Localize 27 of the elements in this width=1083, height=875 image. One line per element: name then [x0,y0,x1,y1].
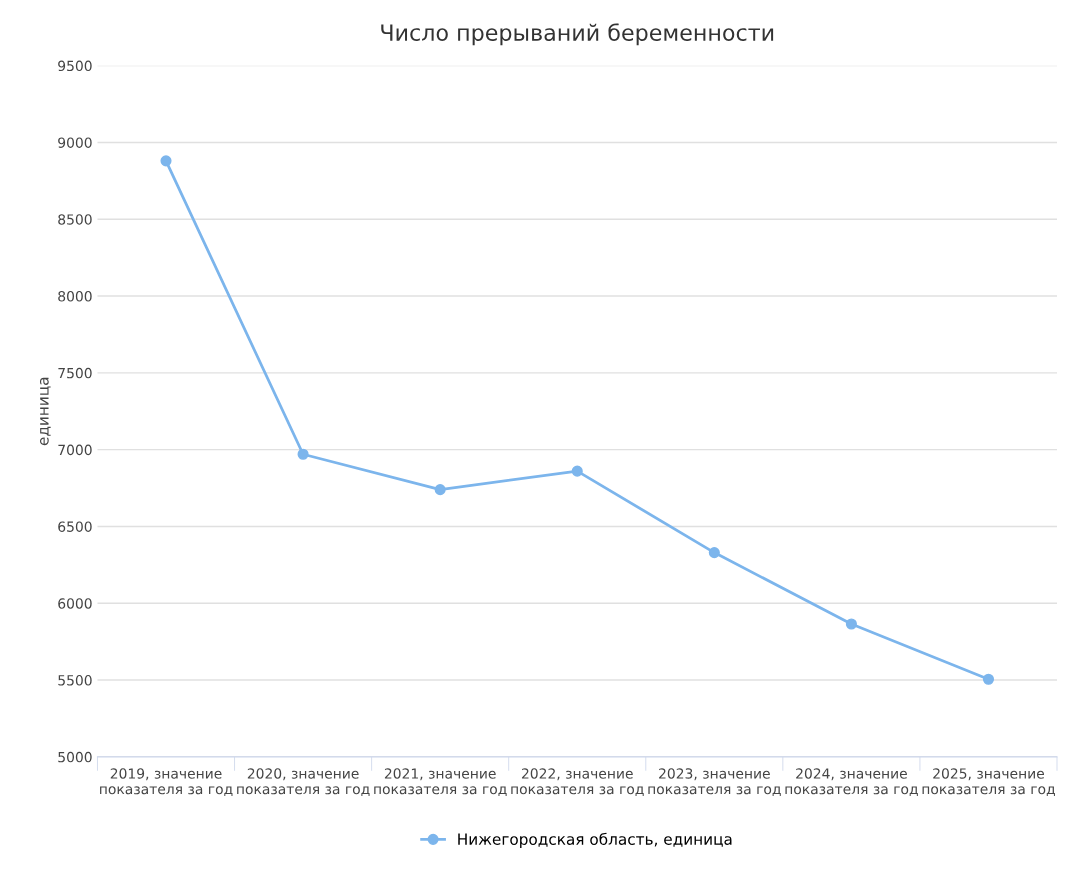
point [708,547,720,559]
point [434,484,446,496]
y-tick-label: 5000 [58,751,92,763]
x-tick-label: 2024, значение показателя за год [785,768,918,797]
y-tick-label: 8000 [58,291,92,302]
y-tick-label: 5500 [58,675,92,686]
x-tick-label: 2023, значение показателя за год [648,768,781,797]
point [160,155,172,167]
y-tick-label: 7500 [58,367,92,379]
y-tick-label: 7000 [58,444,92,456]
point [297,448,309,460]
x-tick-label: 2020, значение показателя за год [237,768,370,797]
x-tick-label: 2019, значение показателя за год [100,768,233,797]
y-tick-label: 9500 [58,60,92,72]
y-axis-title: единица [39,377,51,446]
y-tick-label: 6500 [58,521,92,532]
legend-label: Нижегородская область, единица [458,832,732,848]
y-tick-label: 8500 [58,214,92,225]
x-tick-label: 2022, значение показателя за год [511,768,644,797]
chart-title: Число прерываний беременности [381,23,774,46]
y-tick-label: 9000 [58,137,92,148]
y-tick-label: 6000 [58,598,92,609]
point [845,618,857,630]
x-tick-label: 2025, значение показателя за год [922,768,1055,797]
point [571,465,583,477]
point [982,673,995,685]
x-tick-label: 2021, значение показателя за год [374,768,507,797]
